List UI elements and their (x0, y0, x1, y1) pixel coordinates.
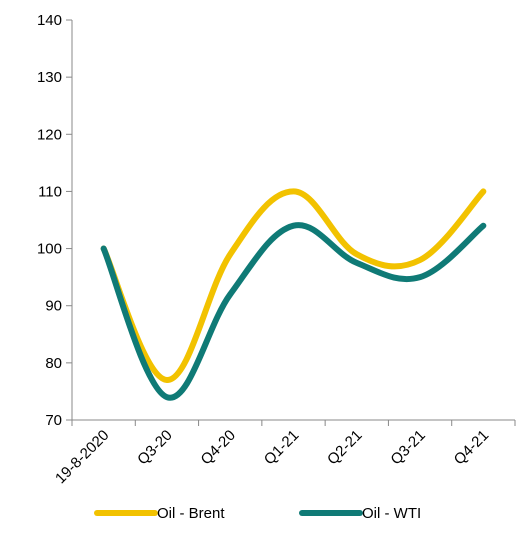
y-tick-label: 100 (37, 241, 62, 258)
series-lines (100, 188, 487, 401)
x-axis-ticks: 19-8-2020 Q3-20 Q4-20 Q1-21 Q2-21 Q3-21 Q4-21 (52, 420, 516, 487)
y-tick-label: 80 (45, 355, 62, 372)
legend-label-oil-wti: Oil - WTI (362, 505, 421, 522)
y-tick-label: 70 (45, 412, 62, 429)
x-tick-label: Q3-20 (134, 427, 176, 469)
y-tick-label: 110 (38, 183, 62, 200)
y-axis-ticks: 70 80 90 100 110 120 130 140 (37, 12, 72, 429)
y-tick-label: 120 (37, 126, 62, 143)
legend: Oil - Brent Oil - WTI (94, 505, 421, 522)
axes (71, 20, 515, 421)
y-tick-label: 140 (37, 12, 62, 29)
x-tick-label: Q3-21 (387, 427, 429, 469)
x-tick-label: Q2-21 (324, 427, 366, 469)
y-tick-label: 130 (37, 69, 62, 86)
x-tick-label: Q4-20 (198, 427, 240, 469)
series-line-oil-wti (100, 222, 487, 401)
x-tick-label: Q1-21 (261, 427, 303, 469)
legend-label-oil-brent: Oil - Brent (157, 505, 225, 522)
y-tick-label: 90 (45, 298, 62, 315)
x-tick-label: 19-8-2020 (52, 427, 112, 487)
series-line-oil-brent (100, 188, 487, 384)
x-tick-label: Q4-21 (451, 427, 493, 469)
